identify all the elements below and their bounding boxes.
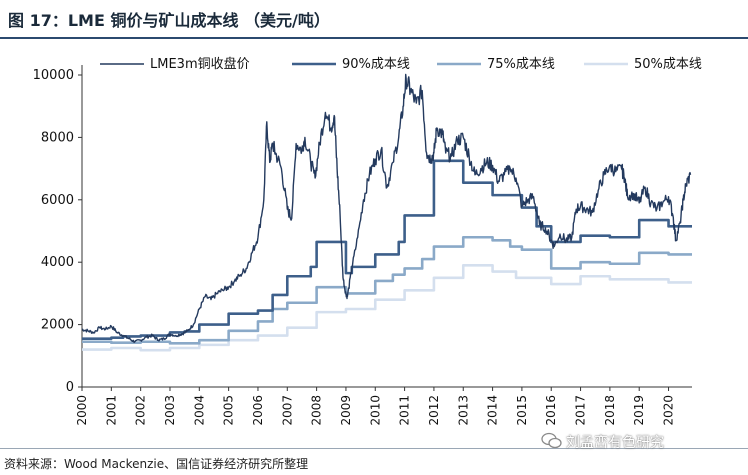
x-tick-label: 2010	[368, 395, 382, 426]
footer-divider	[0, 448, 748, 449]
series-line	[82, 264, 692, 352]
title-divider	[0, 37, 748, 39]
x-tick-label: 2009	[339, 395, 353, 426]
y-tick-label: 6000	[41, 193, 74, 208]
x-tick-label: 2002	[134, 395, 148, 426]
y-tick-label: 8000	[41, 130, 74, 145]
x-tick-label: 2015	[515, 395, 529, 426]
x-tick-label: 2016	[544, 395, 558, 426]
y-tick-label: 10000	[33, 68, 74, 83]
x-tick-label: 2006	[251, 395, 265, 426]
x-tick-label: 2003	[163, 395, 177, 426]
legend-entry: 75%成本线	[487, 57, 555, 72]
watermark: 刘孟峦有色研究	[566, 435, 664, 451]
x-tick-label: 2008	[310, 395, 324, 426]
x-tick-label: 2018	[603, 395, 617, 426]
legend: LME3m铜收盘价 90%成本线 75%成本线 50%成本线	[100, 56, 702, 72]
x-tick-label: 2000	[75, 395, 89, 426]
y-tick-label: 2000	[41, 318, 74, 333]
x-tick-label: 2007	[280, 395, 294, 426]
wechat-icon	[541, 432, 562, 449]
x-tick-label: 2011	[398, 395, 412, 426]
series-line	[82, 73, 692, 344]
legend-entry: 50%成本线	[634, 57, 702, 72]
x-tick-label: 2005	[222, 395, 236, 426]
chart-title: 图 17：LME 铜价与矿山成本线 （美元/吨）	[8, 11, 330, 30]
x-tick-label: 2020	[662, 395, 676, 426]
x-tick-label: 2012	[427, 395, 441, 426]
x-tick-label: 2004	[192, 395, 206, 426]
series-line	[82, 235, 692, 345]
x-tick-label: 2001	[104, 395, 118, 426]
y-tick-label: 4000	[41, 255, 74, 270]
source-note: 资料来源：Wood Mackenzie、国信证券经济研究所整理	[4, 457, 309, 471]
legend-entry: LME3m铜收盘价	[150, 56, 250, 72]
x-tick-label: 2014	[486, 395, 500, 426]
x-tick-label: 2013	[456, 395, 470, 426]
x-tick-label: 2017	[574, 395, 588, 426]
legend-entry: 90%成本线	[342, 57, 410, 72]
y-tick-label: 0	[66, 380, 74, 395]
x-tick-label: 2019	[632, 395, 646, 426]
